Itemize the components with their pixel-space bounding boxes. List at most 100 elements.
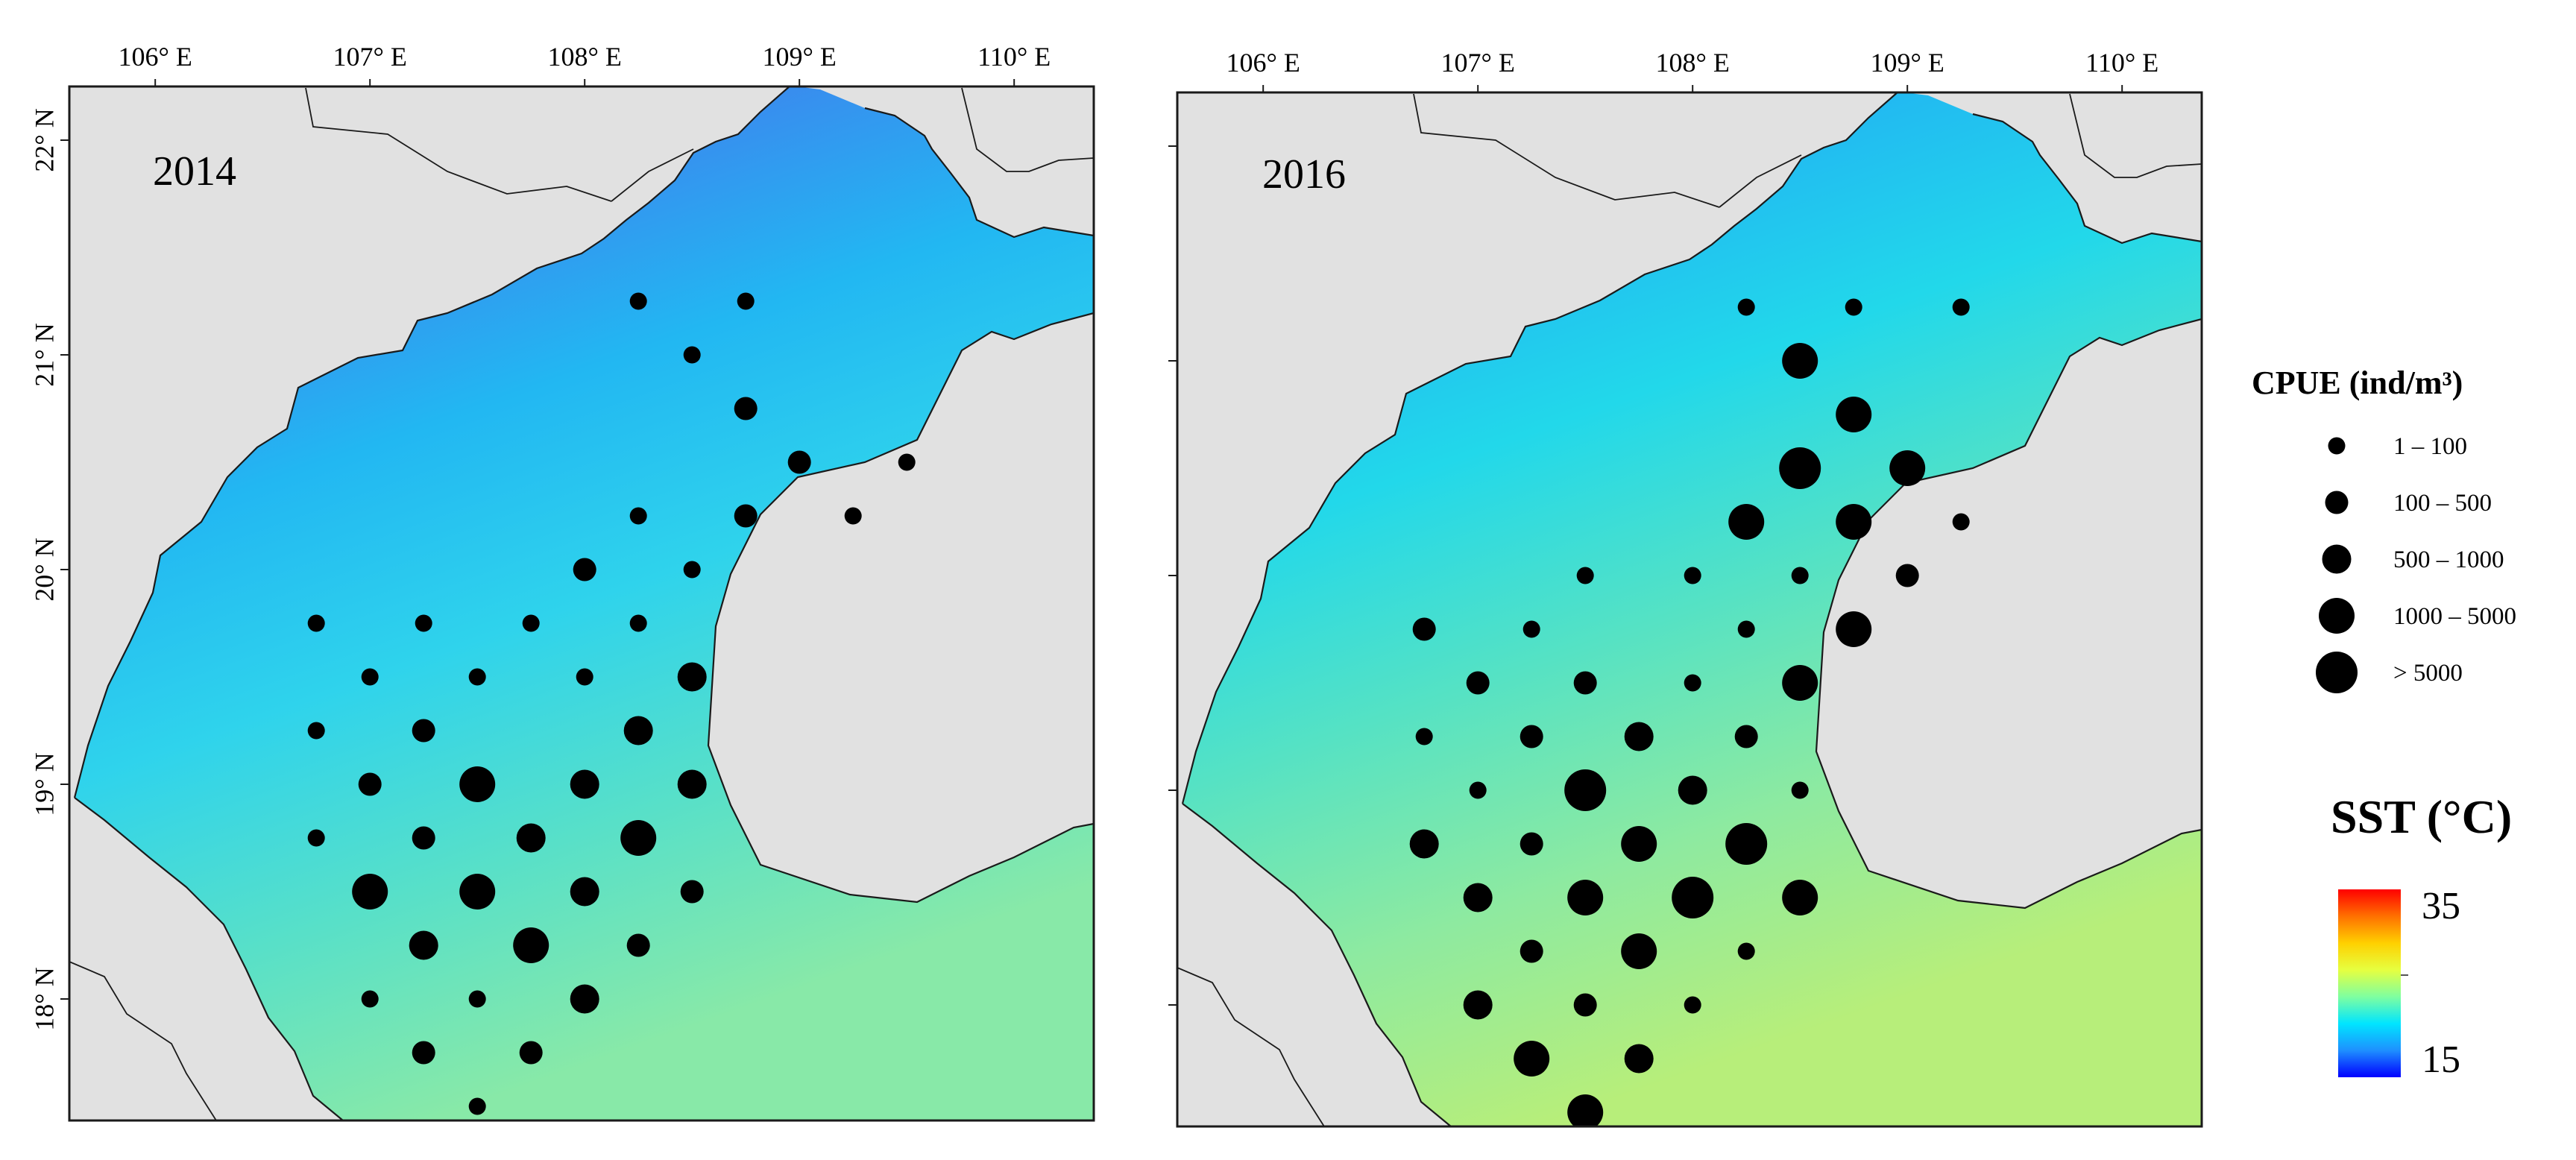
- station-dot: [1469, 781, 1487, 799]
- station-dot: [1409, 829, 1439, 859]
- station-dot: [1791, 567, 1809, 584]
- sea-area: [1182, 92, 2202, 1126]
- station-dots-2014: [307, 292, 916, 1115]
- station-dot: [1412, 617, 1436, 641]
- station-dot: [1889, 450, 1926, 486]
- lat-tick-label: 19° N: [29, 752, 59, 816]
- station-dots-2016: [1409, 298, 1970, 1126]
- station-dot: [516, 823, 546, 853]
- cpue-legend: CPUE (ind/m³) 1 – 100 100 – 500 500 – 1000…: [2252, 365, 2516, 693]
- station-dot: [787, 450, 811, 474]
- station-dot: [1520, 832, 1543, 856]
- station-dot: [1684, 996, 1701, 1014]
- station-dot: [522, 614, 540, 632]
- station-dot: [1621, 826, 1657, 862]
- year-label-2016: 2016: [1262, 151, 1346, 198]
- station-dot: [412, 826, 435, 850]
- station-dot: [459, 874, 496, 910]
- station-dot: [629, 614, 647, 632]
- station-dot: [1836, 504, 1872, 540]
- station-dot: [1672, 877, 1714, 918]
- lon-tick-label: 106° E: [119, 42, 192, 72]
- cpue-legend-dot: [2328, 437, 2346, 455]
- cpue-legend-items: 1 – 100 100 – 500 500 – 1000 1000 – 5000 > 5…: [2316, 433, 2516, 693]
- station-dot: [468, 668, 486, 686]
- cpue-legend-label: 500 – 1000: [2393, 546, 2504, 573]
- station-dot: [1564, 769, 1607, 811]
- station-dot: [1782, 665, 1818, 701]
- sst-legend: SST (°C) 35 15: [2331, 790, 2512, 1081]
- map-panel-2014: 106° E 107° E 108° E 109° E 110° E 22° N 21° …: [29, 42, 1095, 1122]
- lon-axis-2016: 106° E 107° E 108° E 109° E 110° E: [1226, 48, 2158, 92]
- lat-axis-2016: [1168, 145, 1177, 1006]
- station-dot: [1514, 1041, 1550, 1077]
- station-dot: [307, 829, 325, 847]
- station-dot: [459, 766, 496, 802]
- sst-min-label: 15: [2422, 1038, 2460, 1081]
- station-dot: [519, 1041, 543, 1065]
- station-dot: [1466, 671, 1490, 695]
- station-dot: [734, 504, 758, 528]
- station-dot: [573, 558, 596, 581]
- station-dot: [1895, 564, 1919, 587]
- station-dot: [570, 769, 599, 799]
- border-lines: [69, 87, 1094, 1120]
- station-dot: [1725, 823, 1768, 865]
- lon-tick-label: 108° E: [1656, 48, 1730, 78]
- station-dot: [1845, 298, 1862, 316]
- station-dot: [358, 772, 382, 796]
- station-dot: [1779, 447, 1821, 489]
- station-dot: [626, 933, 650, 957]
- cpue-legend-title: CPUE (ind/m³): [2252, 365, 2463, 401]
- station-dot: [683, 561, 701, 579]
- cpue-legend-dot: [2322, 544, 2352, 574]
- lat-tick-label: 20° N: [29, 538, 59, 601]
- station-dot: [1952, 298, 1970, 316]
- lon-tick-label: 109° E: [1871, 48, 1944, 78]
- lon-tick-label: 106° E: [1226, 48, 1300, 78]
- map-frame: [68, 85, 1095, 1122]
- station-dot: [844, 507, 862, 525]
- lon-axis-2014: 106° E 107° E 108° E 109° E 110° E: [119, 42, 1051, 86]
- lat-tick-label: 22° N: [29, 108, 59, 171]
- cpue-legend-dot: [2319, 598, 2355, 634]
- year-label-2014: 2014: [153, 148, 236, 195]
- station-dot: [1624, 1044, 1654, 1074]
- map-frame: [1176, 91, 2203, 1128]
- station-dot: [683, 346, 701, 364]
- sst-max-label: 35: [2422, 885, 2460, 927]
- lon-tick-label: 109° E: [763, 42, 837, 72]
- map-panel-2016: 106° E 107° E 108° E 109° E 110° E 2016: [1168, 48, 2203, 1128]
- lon-tick-label: 108° E: [548, 42, 622, 72]
- lon-tick-label: 107° E: [1441, 48, 1515, 78]
- station-dot: [307, 722, 325, 740]
- station-dot: [1728, 504, 1765, 540]
- station-dot: [570, 877, 599, 907]
- station-dot: [570, 984, 599, 1014]
- station-dot: [1678, 775, 1707, 805]
- cpue-legend-label: 1000 – 5000: [2393, 603, 2516, 630]
- station-dot: [412, 719, 435, 743]
- cpue-legend-dot: [2325, 491, 2349, 514]
- station-dot: [1791, 781, 1809, 799]
- station-dot: [677, 769, 707, 799]
- station-dot: [1520, 725, 1543, 748]
- station-dot: [623, 716, 653, 746]
- sst-legend-title: SST (°C): [2331, 790, 2512, 843]
- station-dot: [737, 292, 755, 310]
- cpue-legend-label: 1 – 100: [2393, 433, 2467, 460]
- station-dot: [1684, 674, 1701, 692]
- station-dot: [620, 820, 657, 856]
- lon-tick-label: 110° E: [977, 42, 1051, 72]
- lon-tick-label: 110° E: [2085, 48, 2158, 78]
- station-dot: [361, 668, 379, 686]
- station-dot: [677, 662, 707, 692]
- border-lines: [1177, 93, 2202, 1126]
- station-dot: [629, 507, 647, 525]
- station-dot: [1782, 880, 1818, 915]
- sea-area: [75, 86, 1094, 1120]
- station-dot: [1567, 880, 1604, 915]
- station-dot: [1567, 1094, 1604, 1126]
- station-dot: [1576, 567, 1594, 584]
- station-dot: [513, 927, 549, 963]
